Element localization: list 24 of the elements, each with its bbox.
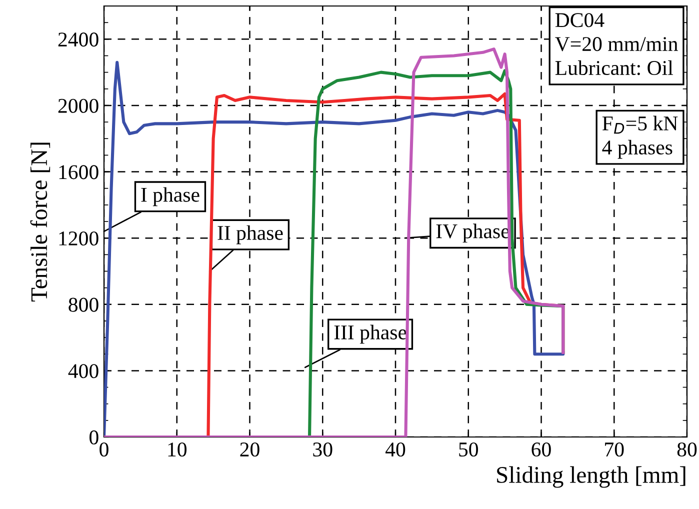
x-tick-label: 50 [459, 442, 478, 457]
x-tick-label: 40 [385, 442, 406, 457]
x-axis-title: Sliding length [mm] [497, 466, 686, 488]
annotation: III phase [334, 324, 406, 344]
y-axis-title: Tensile force [N] [30, 142, 50, 302]
y-tick-label: 2400 [58, 32, 98, 47]
y-tick-label: 1200 [59, 231, 98, 246]
x-tick-label: 70 [605, 442, 624, 457]
x-tick-label: 20 [240, 442, 260, 457]
y-tick-label: 1600 [59, 165, 98, 180]
x-tick-label: 0 [100, 442, 108, 457]
x-tick-label: 80 [677, 442, 697, 457]
annotation: IV phase [436, 224, 510, 243]
y-tick-label: 800 [68, 298, 98, 312]
annotation: F$_{D}$=5 kN 4 phases [602, 116, 678, 159]
annotation: I phase [141, 187, 200, 206]
x-tick-label: 10 [168, 442, 186, 457]
x-tick-label: 30 [313, 442, 332, 457]
y-tick-label: 0 [90, 430, 98, 444]
y-tick-label: 2000 [58, 98, 98, 113]
annotation: II phase [218, 225, 283, 244]
x-tick-label: 60 [532, 442, 551, 457]
y-tick-label: 400 [68, 364, 98, 378]
annotation: DC04 V=20 mm/min Lubricant: Oil [555, 13, 678, 76]
